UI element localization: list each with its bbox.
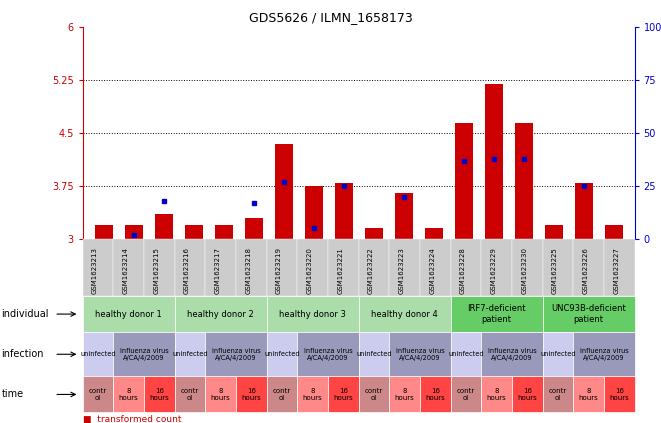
Text: GSM1623220: GSM1623220	[307, 247, 313, 294]
Text: 8
hours: 8 hours	[303, 388, 323, 401]
Bar	[274, 144, 293, 239]
Text: contr
ol: contr ol	[549, 388, 567, 401]
Text: 16
hours: 16 hours	[241, 388, 261, 401]
Text: GSM1623213: GSM1623213	[92, 247, 98, 294]
Bar	[605, 225, 623, 239]
Text: uninfected: uninfected	[80, 351, 116, 357]
Text: GSM1623229: GSM1623229	[490, 247, 496, 294]
Bar	[395, 193, 412, 239]
Text: healthy donor 1: healthy donor 1	[95, 310, 162, 319]
Text: GDS5626 / ILMN_1658173: GDS5626 / ILMN_1658173	[249, 11, 412, 24]
Bar	[574, 183, 592, 239]
Bar	[305, 186, 323, 239]
Text: GSM1623214: GSM1623214	[123, 247, 129, 294]
Text: GSM1623217: GSM1623217	[215, 247, 221, 294]
Text: 16
hours: 16 hours	[333, 388, 353, 401]
Text: contr
ol: contr ol	[457, 388, 475, 401]
Text: UNC93B-deficient
patient: UNC93B-deficient patient	[551, 305, 626, 324]
Text: time: time	[1, 390, 23, 399]
Text: GSM1623215: GSM1623215	[153, 247, 159, 294]
Text: 16
hours: 16 hours	[149, 388, 169, 401]
Text: 8
hours: 8 hours	[119, 388, 139, 401]
Text: ■  transformed count: ■ transformed count	[83, 415, 181, 423]
Text: GSM1623221: GSM1623221	[337, 247, 343, 294]
Text: influenza virus
A/CA/4/2009: influenza virus A/CA/4/2009	[580, 348, 628, 361]
Text: 8
hours: 8 hours	[395, 388, 414, 401]
Text: GSM1623222: GSM1623222	[368, 247, 374, 294]
Text: GSM1623225: GSM1623225	[552, 247, 558, 294]
Text: uninfected: uninfected	[172, 351, 208, 357]
Bar	[455, 123, 473, 239]
Text: GSM1623224: GSM1623224	[429, 247, 435, 294]
Text: contr
ol: contr ol	[89, 388, 107, 401]
Text: uninfected: uninfected	[264, 351, 299, 357]
Bar	[365, 228, 383, 239]
Bar	[184, 225, 203, 239]
Text: individual: individual	[1, 309, 49, 319]
Text: 8
hours: 8 hours	[578, 388, 598, 401]
Bar	[125, 225, 143, 239]
Bar	[334, 183, 352, 239]
Text: IRF7-deficient
patient: IRF7-deficient patient	[467, 305, 526, 324]
Text: healthy donor 4: healthy donor 4	[371, 310, 438, 319]
Text: GSM1623227: GSM1623227	[613, 247, 619, 294]
Text: contr
ol: contr ol	[365, 388, 383, 401]
Text: 16
hours: 16 hours	[518, 388, 537, 401]
Text: 8
hours: 8 hours	[211, 388, 231, 401]
Text: uninfected: uninfected	[540, 351, 576, 357]
Bar	[215, 225, 233, 239]
Text: GSM1623218: GSM1623218	[245, 247, 251, 294]
Bar	[545, 225, 563, 239]
Text: infection: infection	[1, 349, 44, 359]
Text: contr
ol: contr ol	[181, 388, 199, 401]
Text: 16
hours: 16 hours	[426, 388, 445, 401]
Bar	[485, 84, 502, 239]
Bar	[514, 123, 533, 239]
Text: influenza virus
A/CA/4/2009: influenza virus A/CA/4/2009	[395, 348, 444, 361]
Bar	[424, 228, 443, 239]
Text: uninfected: uninfected	[448, 351, 484, 357]
Bar	[245, 218, 262, 239]
Text: GSM1623219: GSM1623219	[276, 247, 282, 294]
Text: influenza virus
A/CA/4/2009: influenza virus A/CA/4/2009	[488, 348, 536, 361]
Text: GSM1623226: GSM1623226	[582, 247, 588, 294]
Text: influenza virus
A/CA/4/2009: influenza virus A/CA/4/2009	[120, 348, 169, 361]
Text: healthy donor 3: healthy donor 3	[279, 310, 346, 319]
Text: GSM1623216: GSM1623216	[184, 247, 190, 294]
Text: GSM1623230: GSM1623230	[522, 247, 527, 294]
Text: 8
hours: 8 hours	[486, 388, 506, 401]
Bar	[95, 225, 112, 239]
Text: GSM1623223: GSM1623223	[399, 247, 405, 294]
Text: influenza virus
A/CA/4/2009: influenza virus A/CA/4/2009	[212, 348, 260, 361]
Text: GSM1623228: GSM1623228	[460, 247, 466, 294]
Bar	[155, 214, 173, 239]
Text: uninfected: uninfected	[356, 351, 392, 357]
Text: influenza virus
A/CA/4/2009: influenza virus A/CA/4/2009	[303, 348, 352, 361]
Text: 16
hours: 16 hours	[609, 388, 629, 401]
Text: healthy donor 2: healthy donor 2	[187, 310, 254, 319]
Text: contr
ol: contr ol	[273, 388, 291, 401]
